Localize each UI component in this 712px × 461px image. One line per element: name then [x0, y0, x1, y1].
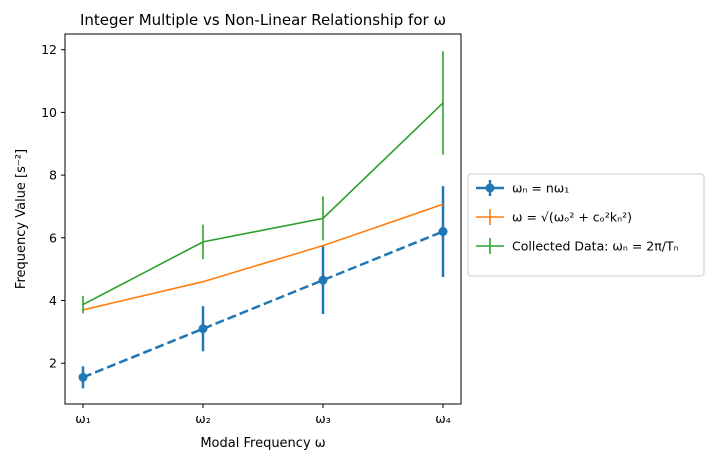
x-tick-label: ω₃: [315, 411, 330, 426]
x-tick-label: ω₄: [435, 411, 450, 426]
data-point: [78, 372, 88, 382]
legend-entry-1: ωₙ = nω₁: [476, 180, 569, 196]
series-line: [82, 102, 444, 306]
legend-entry-2: ω = √(ωₒ² + cₒ²kₙ²): [476, 209, 632, 225]
series-group: [78, 51, 448, 389]
series-2: [82, 203, 444, 311]
legend-swatch-marker: [485, 183, 495, 193]
chart-title: Integer Multiple vs Non-Linear Relations…: [80, 11, 446, 29]
series-3: [82, 51, 444, 314]
series-line: [82, 203, 444, 311]
x-axis-label: Modal Frequency ω: [200, 436, 325, 451]
series-line: [82, 230, 444, 379]
legend: ωₙ = nω₁ ω = √(ωₒ² + cₒ²kₙ²) Collected Dat…: [467, 173, 705, 277]
plot-area: [64, 33, 462, 405]
x-tick-label: ω₂: [195, 411, 210, 426]
y-tick-label: 12: [41, 42, 57, 57]
legend-entry-3: Collected Data: ωₙ = 2π/Tₙ: [476, 238, 679, 254]
legend-label: Collected Data: ωₙ = 2π/Tₙ: [512, 239, 679, 254]
legend-label: ωₙ = nω₁: [512, 181, 569, 196]
y-tick-label: 4: [49, 293, 57, 308]
legend-box: [467, 173, 705, 277]
y-tick-label: 2: [49, 356, 57, 371]
y-tick-label: 10: [41, 105, 57, 120]
axis-ticks: ω₁ ω₂ ω₃ ω₄ 2 4 6 8 10 12: [41, 42, 451, 426]
data-point: [438, 227, 448, 237]
y-tick-label: 8: [49, 168, 57, 183]
y-tick-label: 6: [49, 230, 57, 245]
data-point: [198, 324, 208, 334]
data-point: [318, 275, 328, 285]
legend-label: ω = √(ωₒ² + cₒ²kₙ²): [512, 210, 632, 225]
series-1: [78, 186, 448, 389]
y-axis-label: Frequency Value [s⁻²]: [14, 149, 29, 289]
x-tick-label: ω₁: [75, 411, 90, 426]
